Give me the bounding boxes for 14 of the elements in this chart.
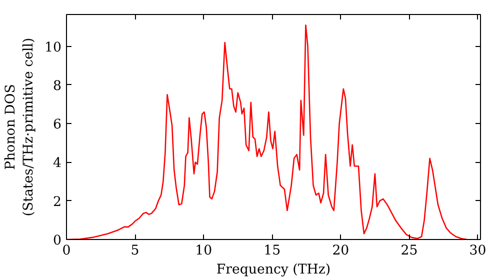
x-tick-label: 5 xyxy=(130,244,140,258)
y-tick-label: 4 xyxy=(53,156,62,172)
x-tick-label: 15 xyxy=(264,244,281,258)
y-axis-title: Phonon DOS (States/THz·primitive cell) xyxy=(4,38,37,216)
x-tick-label: 25 xyxy=(400,244,418,258)
y-tick-label: 10 xyxy=(44,40,62,56)
y-tick-label: 8 xyxy=(53,78,62,94)
x-tick-label: 10 xyxy=(195,244,212,258)
y-tick-label: 6 xyxy=(53,118,62,133)
y-tick-label: 0 xyxy=(53,234,62,248)
x-axis-title: Frequency (THz) xyxy=(216,262,331,278)
y-tick-label: 2 xyxy=(53,194,62,210)
x-tick-label: 30 xyxy=(469,244,486,258)
x-tick-label: 20 xyxy=(332,244,350,258)
